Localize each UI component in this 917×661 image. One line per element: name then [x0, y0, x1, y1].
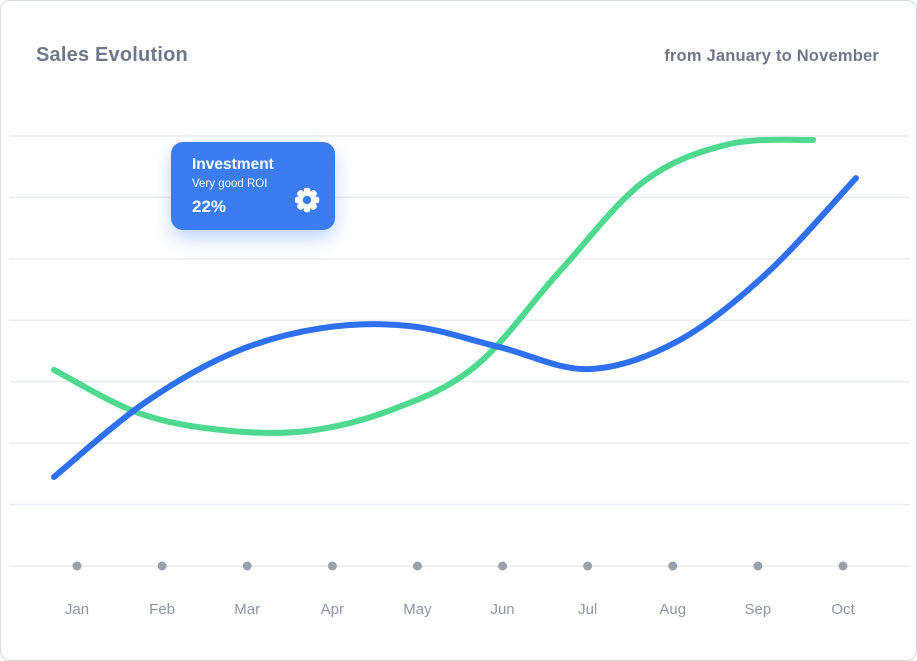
month-dot	[242, 561, 252, 571]
month-dot	[753, 561, 763, 571]
month-dot	[838, 561, 848, 571]
investment-tooltip: Investment Very good ROI 22%	[171, 142, 335, 230]
gear-icon[interactable]	[292, 185, 322, 215]
month-label: Sep	[745, 601, 772, 618]
tooltip-title: Investment	[192, 156, 274, 173]
month-label: Aug	[659, 601, 686, 618]
month-dot	[412, 561, 422, 571]
month-dot	[157, 561, 167, 571]
month-dot	[498, 561, 508, 571]
month-dot	[583, 561, 593, 571]
month-label: Feb	[149, 601, 175, 618]
month-label: Jun	[490, 601, 514, 618]
month-label: Apr	[321, 601, 344, 618]
month-label: Jan	[65, 601, 89, 618]
page-title: Sales Evolution	[36, 44, 188, 66]
month-dot	[668, 561, 678, 571]
month-label: May	[403, 601, 432, 618]
tooltip-subtitle: Very good ROI	[192, 178, 268, 190]
blue-series-line	[51, 175, 859, 480]
green-series-line	[51, 136, 816, 436]
tooltip-value: 22%	[192, 197, 227, 216]
month-label: Mar	[234, 601, 260, 618]
date-range-label: from January to November	[664, 47, 879, 65]
month-dot	[72, 561, 82, 571]
month-label: Jul	[578, 601, 597, 618]
month-label: Oct	[831, 601, 855, 618]
month-dot	[327, 561, 337, 571]
